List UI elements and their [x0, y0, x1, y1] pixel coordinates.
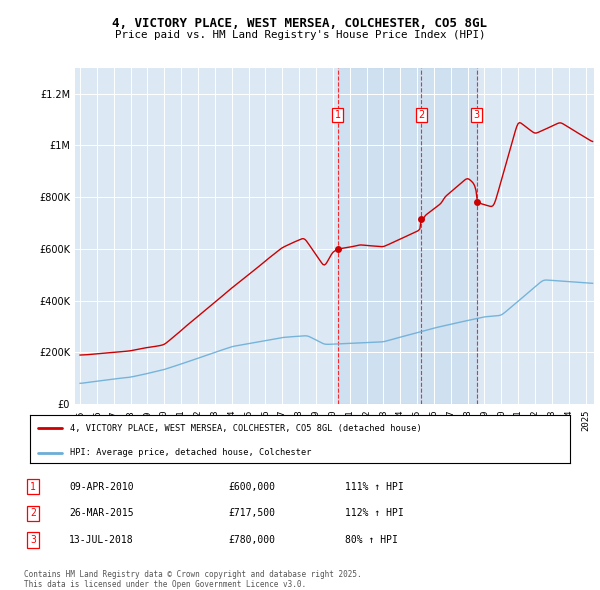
Text: 3: 3: [473, 110, 480, 120]
Text: 1: 1: [30, 482, 36, 491]
Text: 112% ↑ HPI: 112% ↑ HPI: [345, 509, 404, 518]
Text: 3: 3: [30, 535, 36, 545]
Text: 2: 2: [30, 509, 36, 518]
Text: £600,000: £600,000: [228, 482, 275, 491]
Text: 4, VICTORY PLACE, WEST MERSEA, COLCHESTER, CO5 8GL (detached house): 4, VICTORY PLACE, WEST MERSEA, COLCHESTE…: [71, 424, 422, 433]
Bar: [338, 68, 477, 404]
Text: £717,500: £717,500: [228, 509, 275, 518]
Text: 26-MAR-2015: 26-MAR-2015: [69, 509, 134, 518]
Text: 09-APR-2010: 09-APR-2010: [69, 482, 134, 491]
Text: 2: 2: [418, 110, 424, 120]
Text: £780,000: £780,000: [228, 535, 275, 545]
Text: 4, VICTORY PLACE, WEST MERSEA, COLCHESTER, CO5 8GL: 4, VICTORY PLACE, WEST MERSEA, COLCHESTE…: [113, 17, 487, 30]
Text: Contains HM Land Registry data © Crown copyright and database right 2025.
This d: Contains HM Land Registry data © Crown c…: [24, 570, 362, 589]
Text: Price paid vs. HM Land Registry's House Price Index (HPI): Price paid vs. HM Land Registry's House …: [115, 31, 485, 40]
Text: 13-JUL-2018: 13-JUL-2018: [69, 535, 134, 545]
Text: 111% ↑ HPI: 111% ↑ HPI: [345, 482, 404, 491]
Text: 80% ↑ HPI: 80% ↑ HPI: [345, 535, 398, 545]
Text: HPI: Average price, detached house, Colchester: HPI: Average price, detached house, Colc…: [71, 448, 312, 457]
Text: 1: 1: [335, 110, 341, 120]
